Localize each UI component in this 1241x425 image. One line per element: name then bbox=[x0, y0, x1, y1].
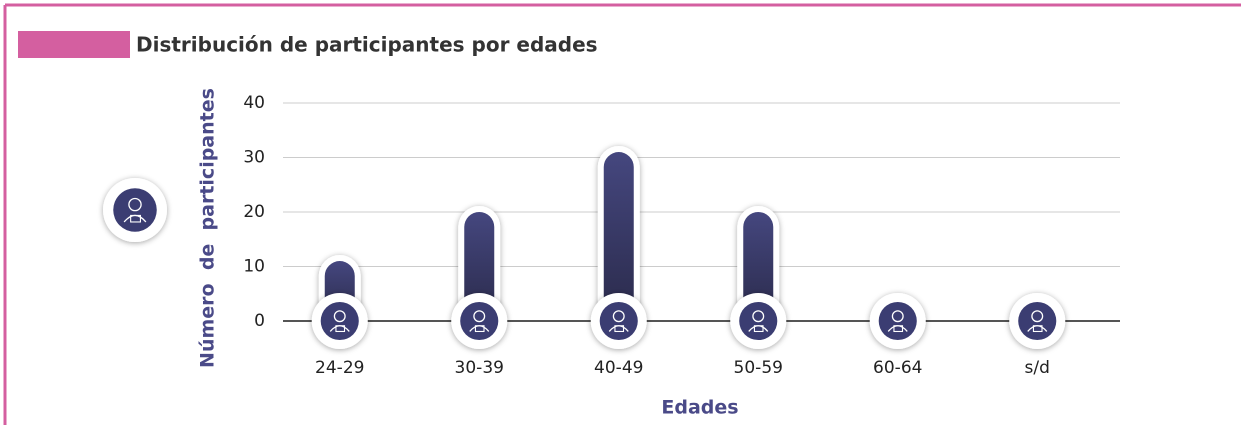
icon-head bbox=[1031, 310, 1044, 323]
icon-laptop bbox=[474, 325, 485, 333]
x-axis-label: Edades bbox=[661, 397, 738, 419]
icon-laptop bbox=[753, 325, 764, 333]
bar bbox=[603, 152, 634, 321]
x-tick-label: 40-49 bbox=[594, 358, 643, 378]
x-tick-label: s/d bbox=[1025, 358, 1050, 378]
y-tick-label: 0 bbox=[254, 311, 265, 331]
x-tick-label: 50-59 bbox=[734, 358, 783, 378]
title-badge bbox=[18, 31, 130, 58]
icon-head bbox=[612, 310, 625, 323]
icon-head bbox=[128, 197, 142, 212]
chart-title: Distribución de participantes por edades bbox=[136, 33, 598, 57]
y-tick-label: 30 bbox=[243, 148, 265, 168]
y-tick-label: 20 bbox=[243, 202, 265, 222]
icon-laptop bbox=[130, 214, 141, 223]
icon-head bbox=[891, 310, 904, 323]
icon-laptop bbox=[614, 325, 625, 333]
x-tick-label: 60-64 bbox=[873, 358, 922, 378]
y-tick-label: 10 bbox=[243, 257, 265, 277]
x-tick-label: 30-39 bbox=[455, 358, 504, 378]
y-axis-label: Número de participantes bbox=[197, 88, 219, 368]
icon-laptop bbox=[1032, 325, 1043, 333]
icon-laptop bbox=[893, 325, 904, 333]
icon-laptop bbox=[335, 325, 346, 333]
bar bbox=[743, 212, 774, 321]
bar bbox=[464, 212, 495, 321]
header-icon bbox=[103, 178, 167, 242]
icon-head bbox=[333, 310, 346, 323]
icon-head bbox=[752, 310, 765, 323]
icon-disc bbox=[113, 188, 157, 232]
x-tick-label: 24-29 bbox=[315, 358, 364, 378]
y-tick-label: 40 bbox=[243, 93, 265, 113]
icon-head bbox=[473, 310, 486, 323]
